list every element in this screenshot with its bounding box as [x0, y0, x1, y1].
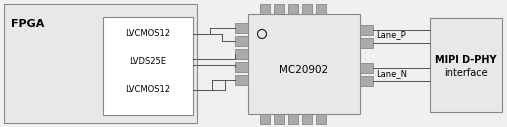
Text: Lane_P: Lane_P — [376, 30, 406, 39]
Bar — [288, 4, 298, 14]
Bar — [274, 114, 284, 124]
Bar — [235, 23, 248, 33]
Bar — [360, 38, 373, 48]
Text: LVCMOS12: LVCMOS12 — [126, 85, 170, 94]
Text: Lane_N: Lane_N — [376, 69, 407, 78]
Bar — [4, 4, 197, 123]
Bar — [235, 75, 248, 85]
Text: MC20902: MC20902 — [279, 65, 329, 75]
Bar — [235, 36, 248, 46]
Bar — [260, 4, 270, 14]
Bar — [360, 63, 373, 73]
Bar — [430, 18, 502, 112]
Bar — [302, 114, 312, 124]
Bar — [260, 114, 270, 124]
Text: FPGA: FPGA — [11, 19, 45, 29]
Bar — [235, 62, 248, 72]
Bar — [302, 4, 312, 14]
Text: interface: interface — [444, 68, 488, 78]
Bar — [248, 14, 360, 114]
Bar — [360, 76, 373, 86]
Bar — [316, 114, 326, 124]
Bar — [235, 49, 248, 59]
Text: MIPI D-PHY: MIPI D-PHY — [435, 55, 497, 65]
Bar — [274, 4, 284, 14]
Bar — [103, 17, 193, 115]
Bar — [360, 25, 373, 35]
Text: LVCMOS12: LVCMOS12 — [126, 29, 170, 38]
Text: LVDS25E: LVDS25E — [129, 58, 166, 67]
Bar — [288, 114, 298, 124]
Bar — [316, 4, 326, 14]
